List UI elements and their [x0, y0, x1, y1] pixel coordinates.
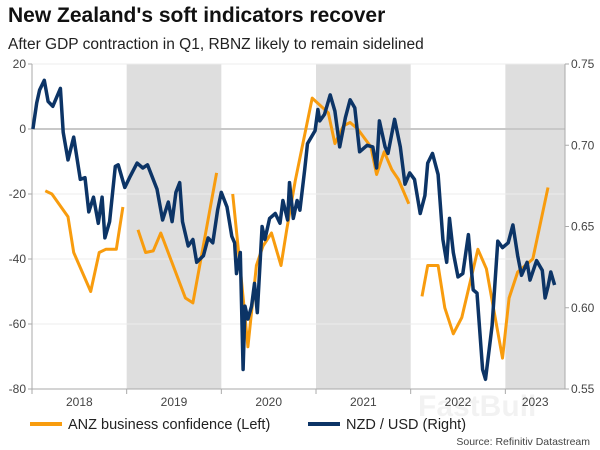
x-tick-label: 2019 [161, 395, 188, 409]
legend-label-anz: ANZ business confidence (Left) [68, 417, 270, 433]
nzdusd-line [31, 78, 557, 382]
watermark: FastBull [418, 390, 536, 423]
right-tick-label: 0.70 [571, 138, 595, 152]
left-tick-label: -40 [9, 252, 27, 266]
legend: ANZ business confidence (Left) NZD / USD… [30, 417, 466, 433]
x-tick-label: 2020 [255, 395, 282, 409]
right-tick-label: 0.60 [571, 301, 595, 315]
left-tick-label: -20 [9, 187, 27, 201]
left-tick-label: -80 [9, 382, 27, 396]
left-tick-label: 20 [13, 57, 27, 71]
shaded-band [505, 64, 565, 389]
right-tick-label: 0.55 [571, 382, 595, 396]
anz-confidence-line [420, 187, 550, 360]
right-tick-label: 0.75 [571, 57, 595, 71]
legend-label-nzdusd: NZD / USD (Right) [346, 417, 466, 433]
chart-title: New Zealand's soft indicators recover [8, 4, 386, 27]
right-tick-label: 0.65 [571, 220, 595, 234]
left-tick-label: 0 [19, 122, 26, 136]
x-tick-label: 2021 [350, 395, 377, 409]
x-tick-label: 2023 [522, 395, 549, 409]
chart-subtitle: After GDP contraction in Q1, RBNZ likely… [8, 36, 424, 53]
anz-confidence-line [44, 189, 125, 293]
shaded-band [316, 64, 411, 389]
x-tick-label: 2022 [445, 395, 472, 409]
left-tick-label: -60 [9, 317, 27, 331]
anz-confidence-line [136, 172, 219, 305]
source-note: Source: Refinitiv Datastream [456, 436, 590, 448]
x-tick-label: 2018 [66, 395, 93, 409]
